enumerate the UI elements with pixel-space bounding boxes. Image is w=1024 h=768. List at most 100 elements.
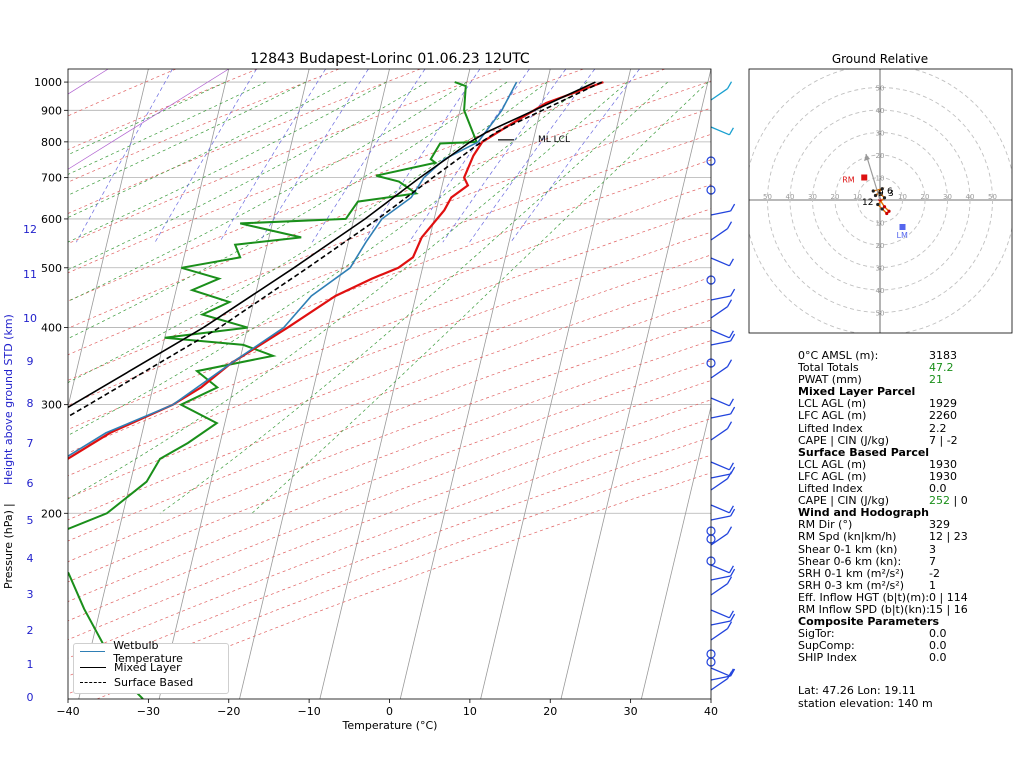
wind-barb-flag [726,421,733,430]
hodograph-ring-label: 20 [876,152,885,160]
hodograph-plot: 10 10 20 20 30 30 40 40 50 50 60 60 50 40 30 20 10 10 20 30… [749,62,1012,333]
mixing-ratio-line [442,69,567,243]
index-row: Eff. Inflow HGT (b|t)(m): 0 | 114 [798,590,1018,604]
hodograph-point [876,202,880,207]
wind-barb [710,478,728,491]
hodograph-ring-label: 30 [876,130,885,138]
index-row: SRH 0-1 km (m²/s²) -2 [798,567,1018,580]
wind-barb [710,329,730,339]
p-tick-label: 800 [41,136,62,149]
chart-title: 12843 Budapest-Lorinc 01.06.23 12UTC [250,51,530,67]
hodograph-x-label: 30 [943,193,952,201]
surface-based-parcel-line [68,81,603,418]
profiles: ML LCL [68,81,604,699]
height-tick-label: 2 [27,624,34,637]
index-label: SRH 0-3 km (m²/s²) [798,578,904,592]
hodograph-x-label: 50 [763,193,772,201]
height-tick-label: 8 [27,397,34,410]
index-value: 21 [929,373,943,387]
p-tick-label: 900 [41,104,62,117]
index-value: 2.2 [929,421,947,435]
moist-adiabat [68,81,628,500]
wind-barb [710,675,731,681]
index-label: LFC AGL (m) [798,409,867,423]
wind-barb-flag [728,462,734,471]
hodograph-ring [857,177,903,223]
wind-barb [710,461,730,471]
wind-barb-flag [730,568,736,577]
wind-barb-flag [726,471,733,480]
index-value: 3 [929,542,936,556]
wind-barb [710,504,730,514]
pressure-axis-label: Pressure (hPa) [2,510,15,589]
p-tick-label: 700 [41,172,62,185]
hodograph-level-label: 3 [888,189,894,199]
height-tick-label: 1 [27,658,34,671]
p-tick-label: 300 [41,399,62,412]
wind-barb [710,210,731,216]
wind-barb-flag [726,576,733,585]
wind-barb [710,575,731,581]
index-value: 2260 [929,409,957,423]
index-row: Lifted Index 2.2 [798,421,1018,435]
moist-adiabat [251,81,709,514]
index-value: 1929 [929,397,957,411]
legend-swatch-surface-based [80,682,106,684]
wind-barb-flag [728,258,734,267]
wind-barb [710,228,728,241]
lm-marker [899,224,906,230]
dry-adiabat [68,69,176,117]
index-row: LCL AGL (m) 1929 [798,398,1018,410]
index-label: PWAT (mm) [798,373,862,387]
hodograph-point [887,209,891,213]
height-tick-label: 4 [27,552,34,565]
mixing-ratio-line [259,69,369,243]
legend-label: Surface Based [114,676,194,690]
wind-barb [710,620,731,626]
index-label: Shear 0-6 km (kn): [798,554,902,568]
index-row: RM Inflow SPD (b|t)(kn): 15 | 16 [798,602,1018,616]
hodograph-x-label: 20 [831,193,840,201]
wind-barb [710,533,728,546]
station-elevation: station elevation: 140 m [798,696,933,710]
isotherm-line [560,69,711,699]
dry-adiabat [68,69,258,151]
wind-barb [710,428,728,441]
dry-adiabat [68,340,711,583]
p-tick-label: 600 [41,213,62,226]
index-row: CAPE | CIN (J/kg) 252 | 0 [798,495,1018,507]
index-row: LCL AGL (m) 1930 [798,458,1018,471]
hodograph-title: Ground Relative [832,52,928,66]
lcl-label: ML LCL [538,135,570,145]
wind-barb-flag [728,330,734,339]
hodograph-ring-label: 50 [876,310,885,318]
index-value: 1 [929,578,936,592]
hodograph-point [880,187,884,191]
isotherm-line [480,69,632,699]
index-label: CAPE | CIN (J/kg) [798,494,890,508]
wind-barb [710,413,731,419]
hodograph: 10 10 20 20 30 30 40 40 50 50 60 60 50 40 30 20 10 10 20 30… [749,62,1012,333]
dry-adiabat [68,418,711,659]
hodograph-point [882,196,887,200]
wind-barb-flag [726,526,733,535]
index-label: Eff. Inflow HGT (b|t)(m): [798,590,930,604]
index-row: SRH 0-3 km (m²/s²) 1 [798,578,1018,592]
hodograph-ring-label: 60 [876,62,885,70]
wind-barb [710,473,731,479]
dry-adiabat [68,69,421,214]
wind-barb [710,257,730,267]
wind-barb-flag [730,288,736,297]
dry-adiabat [68,107,711,356]
wind-barb-flag [728,565,734,574]
index-label: RM Inflow SPD (b|t)(kn): [798,602,930,616]
index-row: SupComp: 0.0 [798,640,1018,652]
height-tick-label: 3 [27,588,34,601]
index-row: SHIP Index 0.0 [798,652,1018,664]
reference-line [68,69,229,170]
index-label: SigTor: [798,627,835,641]
x-tick-label: 0 [386,705,393,718]
legend-label: Wetbulb Temperature [113,638,183,665]
height-axis-label: Height above ground STD (km) [2,314,15,485]
storm-motion-arrow [865,153,881,201]
